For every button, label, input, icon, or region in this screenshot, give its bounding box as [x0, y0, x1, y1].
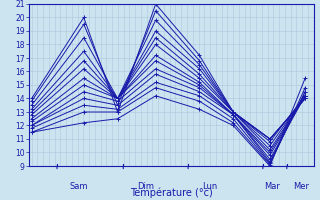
Text: Mer: Mer	[293, 182, 309, 191]
Text: Lun: Lun	[202, 182, 217, 191]
Text: Température (°c): Température (°c)	[130, 188, 212, 198]
Text: Mar: Mar	[264, 182, 280, 191]
Text: Sam: Sam	[69, 182, 88, 191]
Text: Dim: Dim	[137, 182, 154, 191]
